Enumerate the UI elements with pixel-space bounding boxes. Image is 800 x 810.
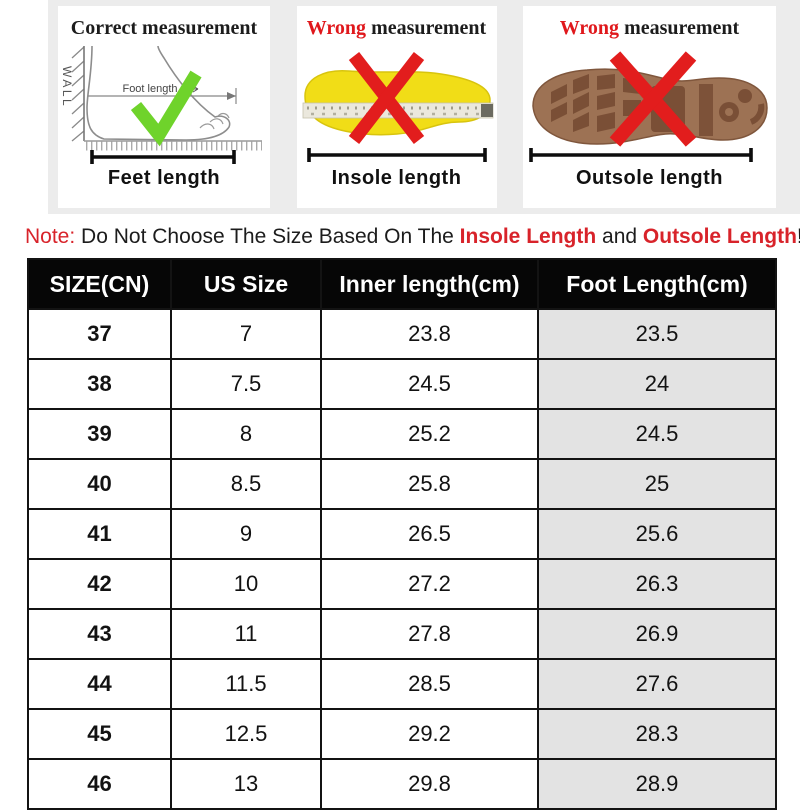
cell-size-cn: 39 [27, 408, 172, 460]
table-row: 44 11.5 28.5 27.6 [27, 658, 777, 710]
panel-caption: Feet length [107, 167, 221, 189]
cell-inner-length: 29.2 [320, 708, 539, 760]
cell-inner-length: 27.8 [320, 608, 539, 660]
cell-inner-length: 25.8 [320, 458, 539, 510]
cell-size-cn: 45 [27, 708, 172, 760]
cell-foot-length: 28.9 [537, 758, 777, 810]
cell-inner-length: 23.8 [320, 308, 539, 360]
feet-length-bracket [90, 150, 236, 164]
cell-us-size: 12.5 [170, 708, 322, 760]
cell-foot-length: 26.9 [537, 608, 777, 660]
note-connector: and [602, 225, 638, 248]
cell-foot-length: 24 [537, 358, 777, 410]
foot-length-label: Foot length [122, 83, 177, 95]
cell-size-cn: 43 [27, 608, 172, 660]
panel-title: Wrong measurement [307, 16, 486, 40]
table-row: 39 8 25.2 24.5 [27, 408, 777, 460]
note-insole-length: Insole Length [459, 225, 597, 248]
cell-inner-length: 24.5 [320, 358, 539, 410]
header-size-cn: SIZE(CN) [27, 258, 172, 310]
panel-title-rest: measurement [371, 17, 487, 39]
cell-inner-length: 26.5 [320, 508, 539, 560]
outsole-length-bracket [529, 148, 753, 162]
panel-title-word1: Wrong [559, 17, 620, 39]
cell-size-cn: 42 [27, 558, 172, 610]
note-body: Do Not Choose The Size Based On The [81, 225, 454, 248]
note-outsole-length: Outsole Length [642, 225, 797, 248]
dimension-arrowhead [227, 92, 236, 100]
panel-correct-measurement: Correct measurement WALL Foot length [58, 6, 270, 208]
table-row: 41 9 26.5 25.6 [27, 508, 777, 560]
cell-us-size: 8.5 [170, 458, 322, 510]
panel-caption: Insole length [331, 167, 462, 189]
cell-us-size: 7 [170, 308, 322, 360]
table-row: 45 12.5 29.2 28.3 [27, 708, 777, 760]
cell-foot-length: 27.6 [537, 658, 777, 710]
table-row: 43 11 27.8 26.9 [27, 608, 777, 660]
cell-us-size: 8 [170, 408, 322, 460]
foot-outline-icon [86, 45, 231, 141]
header-foot-length: Foot Length(cm) [537, 258, 777, 310]
cell-inner-length: 27.2 [320, 558, 539, 610]
cell-foot-length: 23.5 [537, 308, 777, 360]
outsole-illustration [529, 51, 768, 162]
table-row: 46 13 29.8 28.9 [27, 758, 777, 810]
insole-length-bracket [306, 148, 487, 162]
panel-title: Correct measurement [71, 16, 257, 40]
cell-foot-length: 24.5 [537, 408, 777, 460]
insole-illustration [302, 52, 493, 162]
cell-us-size: 11.5 [170, 658, 322, 710]
header-inner-length: Inner length(cm) [320, 258, 539, 310]
panel-title-rest: measurement [624, 17, 740, 39]
cell-us-size: 9 [170, 508, 322, 560]
panel-caption: Outsole length [576, 167, 723, 189]
size-note: Note: Do Not Choose The Size Based On Th… [25, 225, 800, 249]
cell-size-cn: 40 [27, 458, 172, 510]
cell-inner-length: 25.2 [320, 408, 539, 460]
table-row: 42 10 27.2 26.3 [27, 558, 777, 610]
size-chart-table: SIZE(CN) US Size Inner length(cm) Foot L… [27, 258, 777, 810]
cell-us-size: 10 [170, 558, 322, 610]
panel-title-word1: Wrong [306, 17, 367, 39]
measurement-guide-strip: Correct measurement WALL Foot length [48, 0, 800, 214]
note-prefix: Note: [25, 225, 76, 248]
cell-us-size: 13 [170, 758, 322, 810]
heel-circles [719, 89, 765, 125]
panel-title-rest: measurement [142, 17, 258, 39]
cell-inner-length: 29.8 [320, 758, 539, 810]
panel-wrong-insole: Wrong measurement Insole length [296, 6, 497, 208]
cell-us-size: 11 [170, 608, 322, 660]
panel-title-word1: Correct [70, 17, 138, 39]
cell-us-size: 7.5 [170, 358, 322, 410]
toe-detail [199, 112, 230, 130]
cell-size-cn: 38 [27, 358, 172, 410]
cell-size-cn: 46 [27, 758, 172, 810]
cell-foot-length: 28.3 [537, 708, 777, 760]
red-cross-icon [609, 51, 697, 147]
table-row: 37 7 23.8 23.5 [27, 308, 777, 360]
table-row: 40 8.5 25.8 25 [27, 458, 777, 510]
red-cross-icon [348, 52, 424, 144]
cell-foot-length: 26.3 [537, 558, 777, 610]
table-header-row: SIZE(CN) US Size Inner length(cm) Foot L… [27, 258, 777, 310]
cell-size-cn: 41 [27, 508, 172, 560]
foot-measure-diagram: WALL Foot length [60, 45, 262, 164]
table-row: 38 7.5 24.5 24 [27, 358, 777, 410]
panel-title: Wrong measurement [560, 16, 739, 40]
panel-wrong-outsole: Wrong measurement [523, 6, 776, 208]
wall-label: WALL [60, 66, 74, 108]
wall-hatch [71, 46, 85, 142]
cell-inner-length: 28.5 [320, 658, 539, 710]
header-us-size: US Size [170, 258, 322, 310]
cell-foot-length: 25.6 [537, 508, 777, 560]
cell-foot-length: 25 [537, 458, 777, 510]
tape-end [480, 104, 493, 117]
cell-size-cn: 44 [27, 658, 172, 710]
note-suffix: ! [797, 225, 800, 248]
green-check-icon [130, 70, 202, 147]
cell-size-cn: 37 [27, 308, 172, 360]
